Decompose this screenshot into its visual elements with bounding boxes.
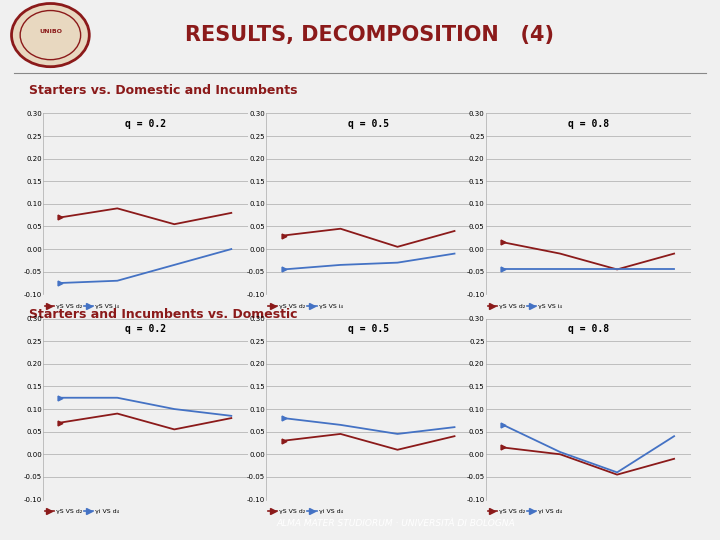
Text: UNIBO: UNIBO bbox=[39, 29, 62, 34]
Text: q = 0.2: q = 0.2 bbox=[125, 119, 166, 129]
Text: q = 0.8: q = 0.8 bbox=[568, 324, 609, 334]
Legend: γS VS d₂, γi VS d₄: γS VS d₂, γi VS d₄ bbox=[42, 506, 122, 517]
Legend: γS VS d₂, γi VS d₄: γS VS d₂, γi VS d₄ bbox=[266, 506, 345, 517]
Text: Starters and Incumbents vs. Domestic: Starters and Incumbents vs. Domestic bbox=[29, 308, 297, 321]
Text: ALMA MATER STUDIORUM · UNIVERSITÀ DI BOLOGNA: ALMA MATER STUDIORUM · UNIVERSITÀ DI BOL… bbox=[276, 519, 516, 528]
Legend: γS VS d₂, γS VS i₄: γS VS d₂, γS VS i₄ bbox=[485, 301, 564, 312]
Legend: γS VS d₂, γi VS d₄: γS VS d₂, γi VS d₄ bbox=[485, 506, 564, 517]
Text: q = 0.2: q = 0.2 bbox=[125, 324, 166, 334]
Legend: γS VS d₂, γS VS i₄: γS VS d₂, γS VS i₄ bbox=[42, 301, 122, 312]
Text: q = 0.8: q = 0.8 bbox=[568, 119, 609, 129]
Circle shape bbox=[12, 3, 89, 67]
Text: Starters vs. Domestic and Incumbents: Starters vs. Domestic and Incumbents bbox=[29, 84, 297, 97]
Text: q = 0.5: q = 0.5 bbox=[348, 119, 390, 129]
Legend: γS VS d₂, γS VS i₄: γS VS d₂, γS VS i₄ bbox=[266, 301, 345, 312]
Text: q = 0.5: q = 0.5 bbox=[348, 324, 390, 334]
Text: RESULTS, DECOMPOSITION   (4): RESULTS, DECOMPOSITION (4) bbox=[184, 25, 554, 45]
